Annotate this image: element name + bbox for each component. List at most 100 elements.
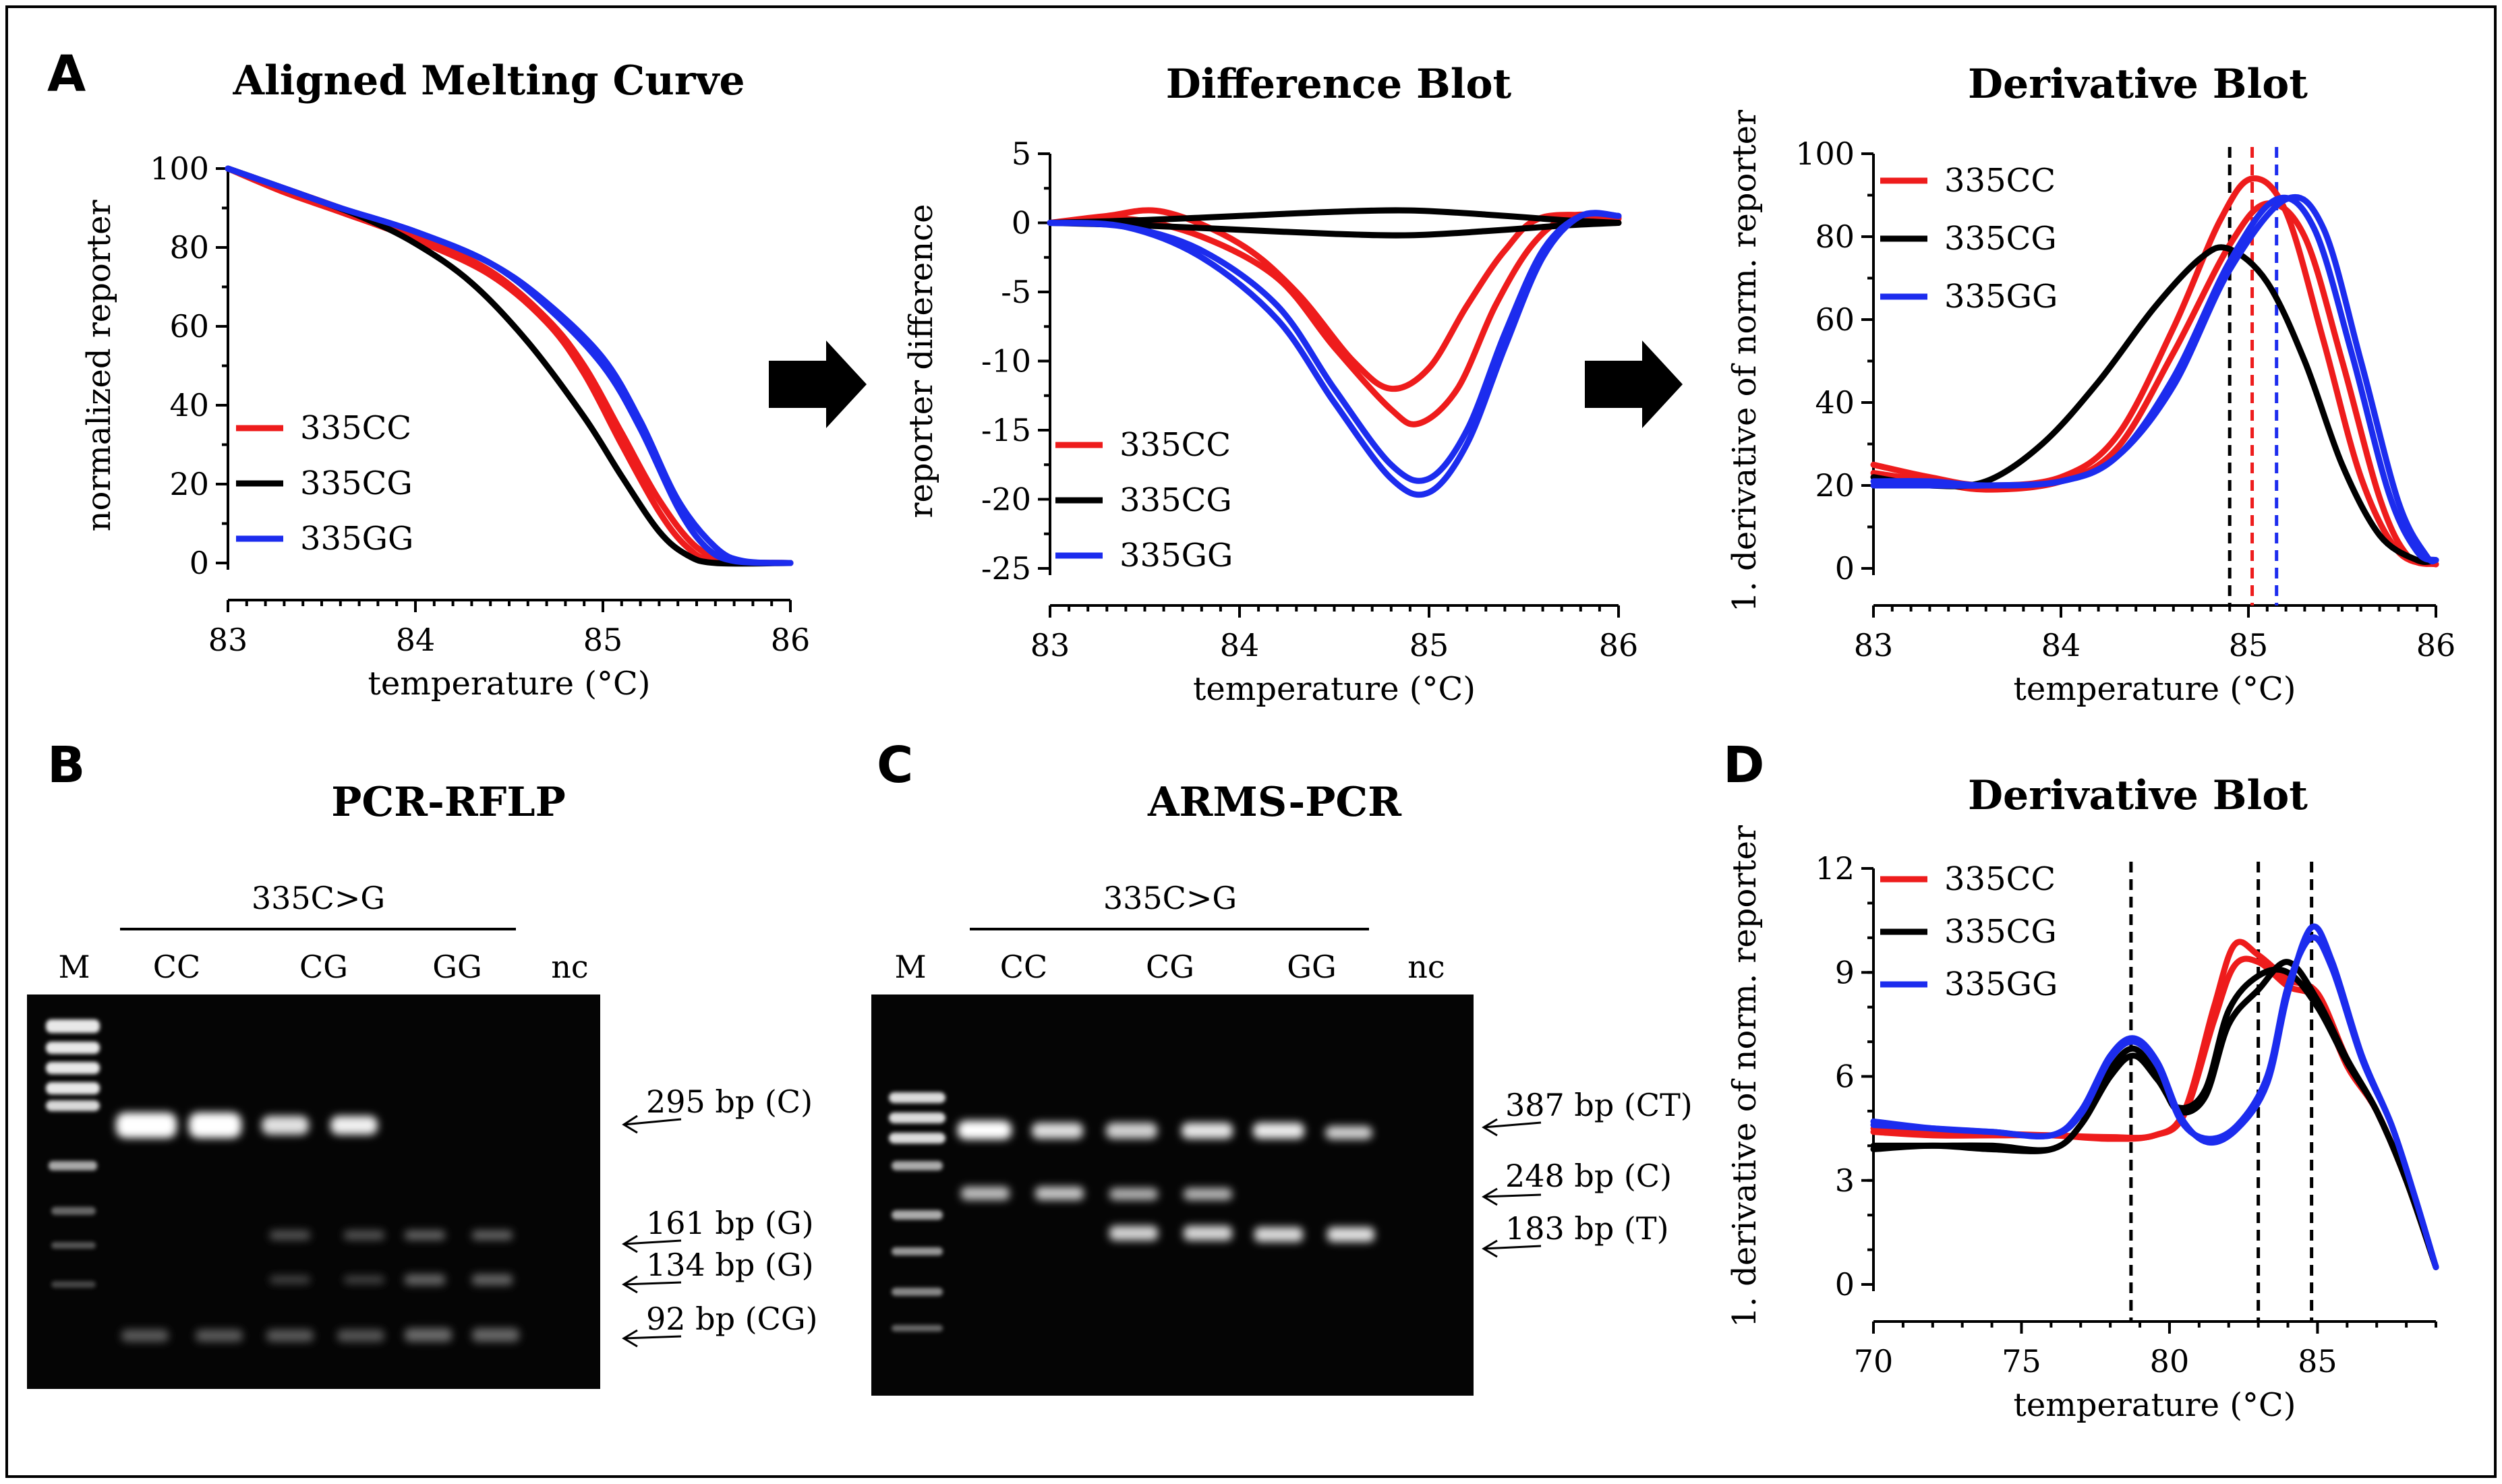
gel-c-ladder (889, 1092, 945, 1332)
gel-b-title: PCR-RFLP (331, 779, 565, 826)
y-tick-label: 40 (1815, 384, 1855, 421)
gel-b-band-92: 92 bp (CG) (646, 1301, 818, 1337)
x-tick-label: 86 (2416, 627, 2456, 663)
legend-entry: 335CG (1119, 481, 1232, 519)
gel-c-lane-nc: nc (1407, 949, 1445, 985)
legend-entry: 335CC (300, 409, 411, 447)
gel-c-lane-cc: CC (1000, 949, 1047, 985)
gel-b-lane-cg: CG (299, 949, 348, 985)
series-line-335CC (1047, 207, 1622, 392)
gel-b-lane-cc: CC (153, 949, 200, 985)
gel-b-image (27, 995, 600, 1389)
gel-c-title: ARMS-PCR (1147, 779, 1402, 826)
y-tick-label: -10 (981, 343, 1031, 380)
y-tick-label: -25 (981, 550, 1031, 587)
x-tick-label: 84 (396, 622, 436, 658)
x-axis-title: temperature (°C) (368, 665, 651, 703)
series-line-335CG (1047, 220, 1622, 239)
gel-c-band-387: 387 bp (CT) (1505, 1087, 1693, 1123)
gel-b-group-label: 335C>G (252, 880, 385, 916)
series-line-335GG (1870, 934, 2439, 1270)
x-tick-label: 84 (1220, 627, 1260, 663)
legend-entry: 335CG (300, 465, 413, 502)
chart-title: Derivative Blot (1968, 772, 2308, 819)
x-axis-title: temperature (°C) (2014, 670, 2296, 708)
x-tick-label: 75 (2002, 1343, 2041, 1379)
y-tick-label: 80 (1815, 218, 1855, 255)
legend-entry: 335GG (300, 520, 413, 558)
series-line-335CC (225, 165, 794, 566)
series-line-335CC (1047, 211, 1622, 427)
x-tick-label: 83 (208, 622, 248, 658)
series-line-335CG (1870, 966, 2439, 1270)
legend-entry: 335GG (1119, 537, 1233, 574)
y-axis-title: 1. derivative of norm. reporter (1726, 110, 1764, 612)
x-axis-title: temperature (°C) (2014, 1386, 2296, 1424)
chart-title: Aligned Melting Curve (232, 57, 745, 105)
x-tick-label: 85 (583, 622, 623, 658)
legend-entry: 335GG (1944, 278, 2058, 316)
chart-title: Derivative Blot (1968, 61, 2308, 108)
gel-b-label-arrows (622, 1115, 682, 1348)
y-tick-label: 100 (150, 150, 209, 187)
panel-letter-c: C (877, 736, 913, 794)
y-tick-label: 0 (1835, 1266, 1855, 1303)
y-tick-label: 0 (1012, 205, 1031, 241)
gel-b-lane-m: M (58, 949, 90, 985)
x-tick-label: 84 (2041, 627, 2081, 663)
y-tick-label: 20 (169, 466, 209, 502)
gel-c-bands (958, 1121, 1374, 1242)
gel-c-lane-cg: CG (1146, 949, 1194, 985)
gel-panel-b: PCR-RFLP 335C>G M CC CG GG nc (27, 779, 818, 1389)
series-line-335CG (225, 165, 794, 567)
series-line-335GG (1870, 194, 2439, 565)
legend-entry: 335CG (1944, 220, 2057, 258)
legend-entry: 335CC (1119, 426, 1231, 464)
y-tick-label: 60 (1815, 301, 1855, 338)
x-tick-label: 86 (1599, 627, 1639, 663)
figure-border (5, 5, 2497, 1478)
y-tick-label: -5 (1001, 274, 1031, 310)
y-tick-label: 0 (1835, 550, 1855, 587)
derivative-blot-d-chart: Derivative Blot 0 3 6 9 12 70 75 80 85temperature… (1726, 772, 2439, 1424)
y-tick-label: -20 (981, 481, 1031, 518)
x-tick-label: 85 (1409, 627, 1449, 663)
x-tick-label: 83 (1854, 627, 1894, 663)
gel-b-ladder (46, 1019, 100, 1288)
difference-blot-chart: Difference Blot 5 0 -5 -10 -15 -20 -25 83 84 85 86 t… (902, 61, 1638, 708)
gel-c-band-248: 248 bp (C) (1505, 1158, 1672, 1194)
y-tick-label: 9 (1835, 954, 1855, 990)
y-tick-label: 5 (1012, 136, 1031, 172)
gel-b-lane-nc: nc (551, 949, 588, 985)
gel-b-band-161: 161 bp (G) (646, 1205, 814, 1241)
y-axis-title: normalized reporter (80, 200, 118, 532)
y-tick-label: 80 (169, 229, 209, 266)
gel-panel-c: ARMS-PCR 335C>G M CC CG GG nc (871, 779, 1693, 1396)
arrow-right-icon (769, 340, 867, 428)
gel-b-band-labels: 295 bp (C) 161 bp (G) 134 bp (G) 92 bp (… (646, 1084, 818, 1337)
gel-b-band-295: 295 bp (C) (646, 1084, 813, 1120)
panel-letter-d: D (1723, 736, 1764, 794)
series-line-335GG (225, 165, 794, 566)
legend-entry: 335GG (1944, 966, 2058, 1003)
legend-entry: 335CC (1944, 860, 2056, 898)
series-line-335CC (225, 165, 794, 566)
legend-entry: 335CG (1944, 913, 2057, 951)
series-line-335CC (1870, 955, 2439, 1270)
x-tick-label: 86 (771, 622, 811, 658)
y-tick-label: -15 (981, 412, 1031, 448)
panel-letter-b: B (47, 736, 85, 794)
x-tick-label: 85 (2298, 1343, 2337, 1379)
chart-title: Difference Blot (1166, 61, 1512, 108)
series-line-335GG (1047, 210, 1622, 498)
series-line-335CG (1870, 244, 2439, 565)
y-tick-label: 6 (1835, 1059, 1855, 1095)
x-tick-label: 83 (1030, 627, 1070, 663)
y-tick-label: 3 (1835, 1162, 1855, 1199)
y-tick-label: 60 (169, 308, 209, 345)
gel-b-band-134: 134 bp (G) (646, 1247, 814, 1283)
panel-letter-a: A (47, 45, 86, 103)
y-tick-label: 100 (1795, 136, 1855, 172)
legend-entry: 335CC (1944, 162, 2056, 200)
